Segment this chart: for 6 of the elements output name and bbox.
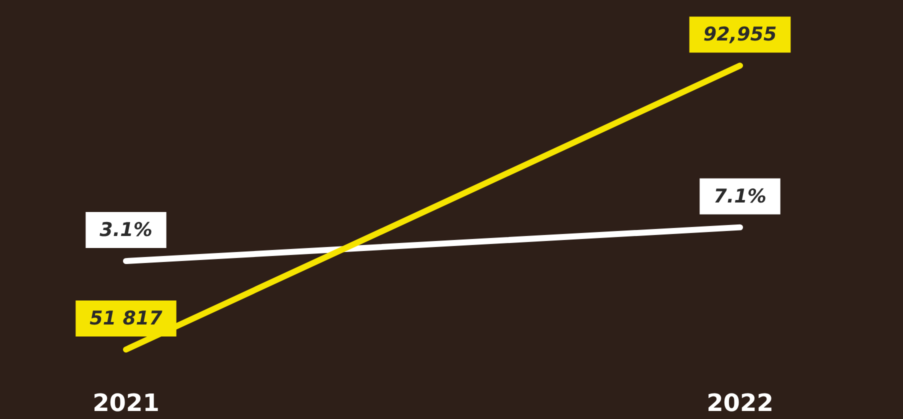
x-tick-label: 2021: [92, 388, 160, 417]
data-label: 51 817: [90, 307, 164, 330]
data-label: 7.1%: [714, 185, 766, 208]
data-label: 3.1%: [100, 218, 152, 241]
x-tick-label: 2022: [706, 388, 774, 417]
data-label: 92,955: [703, 24, 777, 46]
